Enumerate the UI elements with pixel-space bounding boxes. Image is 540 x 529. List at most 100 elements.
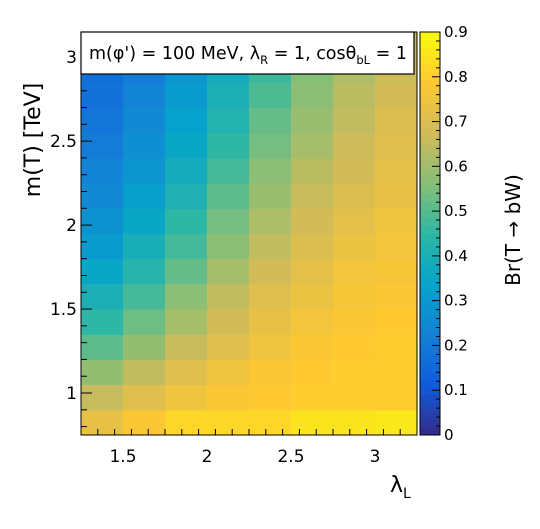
heatmap-cell bbox=[291, 107, 334, 134]
heatmap-cell bbox=[333, 409, 376, 436]
palette-band bbox=[420, 32, 440, 41]
heatmap-cell bbox=[375, 107, 418, 134]
heatmap-cell bbox=[375, 233, 418, 260]
heatmap-cell bbox=[249, 409, 292, 436]
z-tick-label: 0.4 bbox=[444, 247, 468, 265]
palette-band bbox=[420, 112, 440, 122]
palette-band bbox=[420, 273, 440, 283]
palette-band bbox=[420, 322, 440, 331]
palette-band bbox=[420, 410, 440, 420]
heatmap-cell bbox=[81, 82, 124, 109]
palette-band bbox=[420, 346, 440, 355]
heatmap-cell bbox=[291, 334, 334, 360]
heatmap-cell bbox=[333, 208, 376, 234]
heatmap-cell bbox=[207, 157, 250, 184]
heatmap-cell bbox=[165, 384, 208, 411]
heatmap-cell bbox=[249, 334, 292, 360]
heatmap-cell bbox=[123, 359, 166, 386]
color-axis: 0 0.1 0.2 0.3 0.4 0.5 0.6 0.7 0.8 0.9 bbox=[432, 23, 468, 444]
heatmap-cell bbox=[207, 233, 250, 260]
heatmap-cell bbox=[375, 208, 418, 234]
heatmap-cell bbox=[291, 409, 334, 436]
heatmap-cell bbox=[207, 258, 250, 285]
heatmap-cell bbox=[165, 258, 208, 285]
palette-band bbox=[420, 128, 440, 138]
palette-band bbox=[420, 426, 440, 436]
chart-title: m(φ') = 100 MeV, λR = 1, cosθbL = 1 bbox=[89, 44, 407, 67]
palette-band bbox=[420, 297, 440, 307]
z-tick-label: 0.6 bbox=[444, 157, 468, 175]
palette-band bbox=[420, 330, 440, 339]
heatmap-cell bbox=[249, 208, 292, 234]
heatmap-cell bbox=[333, 132, 376, 159]
heatmap-cell bbox=[291, 208, 334, 234]
heatmap-cell bbox=[207, 208, 250, 234]
heatmap-cell bbox=[375, 258, 418, 285]
palette-band bbox=[420, 265, 440, 275]
heatmap-cell bbox=[375, 384, 418, 411]
heatmap-cell bbox=[291, 233, 334, 260]
heatmap-cell bbox=[333, 183, 376, 209]
palette-band bbox=[420, 177, 440, 186]
heatmap-cell bbox=[291, 359, 334, 386]
heatmap-cell bbox=[165, 334, 208, 360]
heatmap-cell bbox=[207, 384, 250, 411]
palette-band bbox=[420, 281, 440, 291]
heatmap-cell bbox=[375, 334, 418, 360]
color-axis-label: Br(T → bW) bbox=[501, 174, 525, 286]
heatmap-cell bbox=[81, 233, 124, 260]
heatmap-cell bbox=[123, 132, 166, 159]
palette-band bbox=[420, 96, 440, 106]
palette-band bbox=[420, 402, 440, 412]
heatmap-cell bbox=[291, 309, 334, 335]
palette-band bbox=[420, 306, 440, 315]
heatmap-cell bbox=[123, 334, 166, 360]
heatmap-cell bbox=[165, 157, 208, 184]
heatmap-cell bbox=[291, 183, 334, 209]
heatmap-cell bbox=[165, 132, 208, 159]
heatmap-cell bbox=[123, 183, 166, 209]
z-tick-label: 0.1 bbox=[444, 381, 468, 399]
heatmap-cell bbox=[333, 334, 376, 360]
heatmap-cell bbox=[207, 82, 250, 109]
title-box bbox=[80, 31, 415, 75]
heatmap-cell bbox=[123, 258, 166, 285]
heatmap-cell bbox=[81, 183, 124, 209]
heatmap-cell bbox=[333, 157, 376, 184]
x-tick-label: 2.5 bbox=[277, 447, 304, 467]
z-tick-label: 0.9 bbox=[444, 23, 468, 41]
heatmap-cell bbox=[291, 283, 334, 310]
palette-band bbox=[420, 56, 440, 65]
palette-band bbox=[420, 378, 440, 388]
x-tick-label: 2 bbox=[202, 447, 213, 467]
palette-band bbox=[420, 80, 440, 89]
heatmap-cell bbox=[123, 283, 166, 310]
x-axis: 1.5 2 2.5 3 bbox=[80, 429, 418, 467]
x-axis-label: λL bbox=[390, 473, 411, 502]
heatmap-cell bbox=[375, 132, 418, 159]
heatmap-cell bbox=[333, 233, 376, 260]
heatmap-cell bbox=[123, 233, 166, 260]
y-tick-label: 1 bbox=[66, 384, 77, 404]
heatmap-cell bbox=[249, 157, 292, 184]
heatmap-cell bbox=[249, 82, 292, 109]
palette-band bbox=[420, 217, 440, 226]
heatmap-cell bbox=[123, 208, 166, 234]
heatmap-cell bbox=[207, 359, 250, 386]
heatmap-cell bbox=[375, 183, 418, 209]
heatmap-cell bbox=[291, 384, 334, 411]
heatmap-cell bbox=[333, 107, 376, 134]
heatmap-cell bbox=[123, 384, 166, 411]
palette-band bbox=[420, 354, 440, 363]
palette-band bbox=[420, 64, 440, 73]
heatmap-cell bbox=[165, 309, 208, 335]
heatmap-cell bbox=[291, 157, 334, 184]
palette-band bbox=[420, 144, 440, 154]
palette-band bbox=[420, 193, 440, 202]
palette-band bbox=[420, 40, 440, 49]
palette-band bbox=[420, 418, 440, 428]
heatmap-cell bbox=[207, 409, 250, 436]
heatmap-cell bbox=[333, 309, 376, 335]
heatmap-cell bbox=[165, 409, 208, 436]
heatmap-cell bbox=[81, 208, 124, 234]
